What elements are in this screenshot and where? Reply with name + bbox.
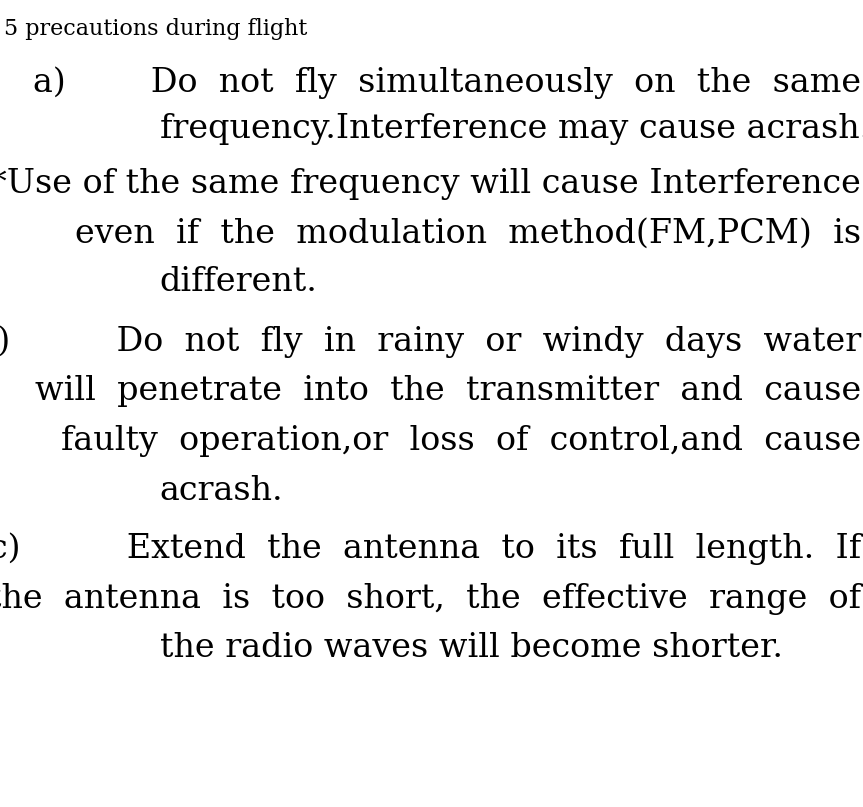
- Text: b)          Do  not  fly  in  rainy  or  windy  days  water: b) Do not fly in rainy or windy days wat…: [0, 325, 861, 358]
- Text: acrash.: acrash.: [160, 475, 283, 507]
- Text: the  antenna  is  too  short,  the  effective  range  of: the antenna is too short, the effective …: [0, 583, 861, 615]
- Text: will  penetrate  into  the  transmitter  and  cause: will penetrate into the transmitter and …: [35, 375, 861, 408]
- Text: c)          Extend  the  antenna  to  its  full  length.  If: c) Extend the antenna to its full length…: [0, 533, 861, 565]
- Text: different.: different.: [160, 266, 318, 299]
- Text: faulty  operation,or  loss  of  control,and  cause: faulty operation,or loss of control,and …: [61, 425, 861, 458]
- Text: even  if  the  modulation  method(FM,PCM)  is: even if the modulation method(FM,PCM) is: [75, 218, 861, 250]
- Text: frequency.Interference may cause acrash.: frequency.Interference may cause acrash.: [160, 113, 863, 145]
- Text: *Use of the same frequency will cause Interference: *Use of the same frequency will cause In…: [0, 168, 861, 200]
- Text: the radio waves will become shorter.: the radio waves will become shorter.: [160, 632, 783, 664]
- Text: a)        Do  not  fly  simultaneously  on  the  same: a) Do not fly simultaneously on the same: [33, 66, 861, 98]
- Text: 5 precautions during flight: 5 precautions during flight: [4, 18, 308, 40]
